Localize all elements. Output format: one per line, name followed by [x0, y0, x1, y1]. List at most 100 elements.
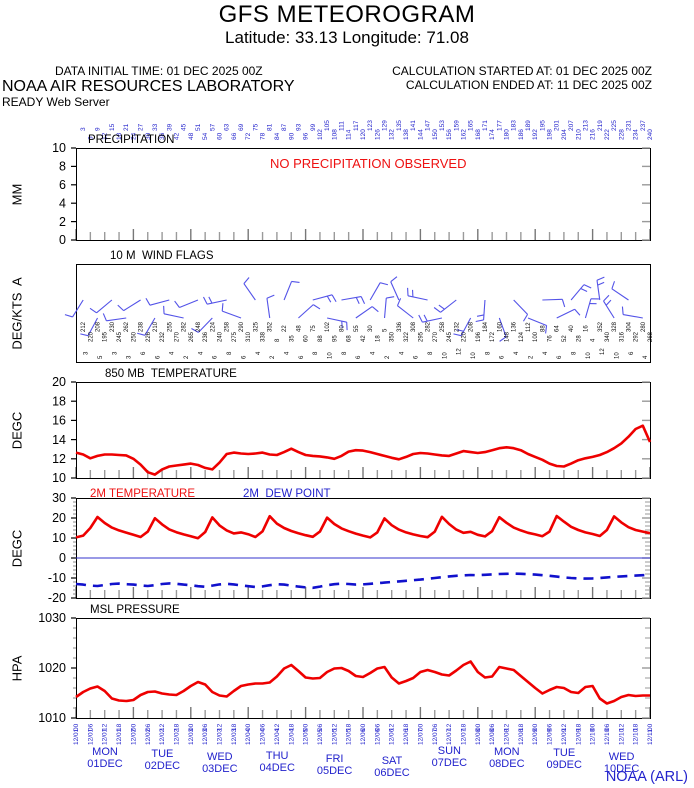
forecast-hour-label: 84: [274, 132, 281, 140]
bottom-date-label: 12/05: [303, 728, 310, 745]
wind-speed-value: 6: [356, 355, 362, 359]
forecast-hour-label: 225: [611, 120, 618, 131]
bottom-date-label: 12/03: [202, 728, 209, 745]
wind-dir-value: 258: [440, 321, 446, 332]
wind-dir-value: 245: [117, 331, 123, 342]
forecast-hour-label: 42: [173, 132, 180, 140]
wind-speed-value: 8: [428, 351, 434, 355]
bottom-hour-label: 00: [245, 723, 252, 731]
bottom-hour-label: 12: [504, 723, 511, 731]
wind-speed-value: 4: [198, 351, 204, 355]
day-date: 10DEC: [603, 763, 640, 775]
forecast-hour-label: 195: [539, 120, 546, 131]
wind-dir-value: 245: [447, 331, 453, 342]
forecast-hour-label: 18: [116, 132, 123, 140]
bottom-hour-label: 12: [331, 723, 338, 731]
wind-speed-value: 6: [299, 355, 305, 359]
server-name: READY Web Server: [2, 95, 110, 109]
wind-speed-value: 12: [600, 348, 606, 355]
no-precipitation-annotation: NO PRECIPITATION OBSERVED: [270, 156, 467, 171]
bottom-hour-label: 00: [532, 723, 539, 731]
wind-dir-value: 232: [454, 321, 460, 332]
bottom-hour-label: 18: [518, 723, 525, 731]
forecast-hour-label: 45: [181, 123, 188, 131]
y-tick-label: 14: [52, 433, 66, 447]
calc-ended: CALCULATION ENDED AT: 11 DEC 2025 00Z: [405, 78, 652, 92]
wind-barb: [611, 281, 629, 301]
wind-dir-value: 275: [232, 331, 238, 342]
wind-dir-value: 310: [246, 331, 252, 342]
wind-dir-value: 262: [124, 321, 130, 332]
bottom-date-label: 12/09: [561, 728, 568, 745]
wind-dir-value: 52: [562, 335, 568, 342]
wind-dir-value: 42: [361, 335, 367, 342]
bottom-date-label: 12/05: [317, 728, 324, 745]
calculation-times: CALCULATION STARTED AT: 01 DEC 2025 00Z C…: [392, 64, 652, 92]
bottom-date-label: 12/10: [633, 728, 640, 745]
wind-dir-value: 250: [131, 331, 137, 342]
forecast-hour-label: 9: [95, 127, 102, 131]
forecast-hour-label: 54: [202, 132, 209, 140]
bottom-hour-label: 12: [217, 723, 224, 731]
wind-dir-value: 208: [469, 321, 475, 332]
forecast-hour-label: 177: [496, 120, 503, 131]
ylabel-mm: MM: [9, 183, 25, 206]
forecast-hour-label: 222: [604, 129, 611, 140]
bottom-date-label: 12/10: [618, 728, 625, 745]
wind-barb: [137, 317, 156, 336]
forecast-hour-label: 87: [281, 123, 288, 131]
bottom-date-label: 12/08: [518, 728, 525, 745]
bottom-date-label: 12/03: [188, 728, 195, 745]
bottom-hour-label: 12: [102, 723, 109, 731]
wind-dir-value: 88: [318, 335, 324, 342]
forecast-hour-label: 117: [353, 120, 360, 131]
wind-dir-value: 102: [325, 321, 331, 332]
wind-dir-value: 338: [261, 331, 267, 342]
day-date: 09DEC: [546, 759, 582, 771]
bottom-date-label: 12/07: [417, 728, 424, 745]
wind-speed-value: 4: [543, 351, 549, 355]
wind-barb: [283, 280, 300, 301]
wind-speed-value: 5: [98, 355, 104, 359]
bottom-hour-label: 18: [403, 723, 410, 731]
forecast-hour-label: 174: [489, 129, 496, 140]
wind-speed-value: 6: [155, 355, 161, 359]
forecast-hour-label: 156: [446, 129, 453, 140]
y-tick-label: -20: [48, 591, 66, 605]
wind-dir-value: 265: [189, 331, 195, 342]
data-line: [75, 424, 652, 476]
ylabel-degc-850: DEGC: [9, 411, 25, 450]
wind-speed-value: 8: [342, 351, 348, 355]
forecast-hour-label: 186: [518, 129, 525, 140]
wind-barb: [556, 308, 581, 319]
wind-barb: [498, 317, 507, 342]
wind-speed-value: 10: [615, 352, 621, 359]
forecast-hour-label: 135: [396, 120, 403, 131]
y-tick-label: 2: [59, 215, 66, 229]
date-label: TUE 02DEC: [131, 748, 193, 772]
bottom-hour-label: 18: [346, 723, 353, 731]
day-name: SAT: [381, 755, 403, 767]
forecast-hour-label: 69: [238, 123, 245, 131]
bottom-hour-label: 00: [360, 723, 367, 731]
data-line: [75, 514, 651, 540]
wind-speed-value: 4: [371, 351, 377, 355]
wind-dir-value: 22: [282, 325, 288, 332]
wind-barb: [542, 298, 566, 308]
wind-dir-value: 352: [268, 321, 274, 332]
day-date: 08DEC: [489, 758, 525, 770]
day-date: 04DEC: [259, 762, 295, 774]
panel-border: [76, 148, 651, 241]
forecast-hour-label: 198: [547, 129, 554, 140]
bottom-hour-label: 12: [561, 723, 568, 731]
bottom-hour-label: 12: [389, 723, 396, 731]
bottom-hour-label: 12: [274, 723, 281, 731]
y-tick-label: 1030: [38, 611, 66, 625]
wind-dir-value: 292: [634, 331, 640, 342]
wind-dir-value: 40: [569, 325, 575, 332]
bottom-date-label: 12/04: [288, 728, 295, 745]
data-line: [75, 660, 650, 705]
wind-barb: [584, 298, 599, 319]
forecast-hour-label: 147: [425, 120, 432, 131]
wind-dir-value: 112: [526, 322, 532, 332]
